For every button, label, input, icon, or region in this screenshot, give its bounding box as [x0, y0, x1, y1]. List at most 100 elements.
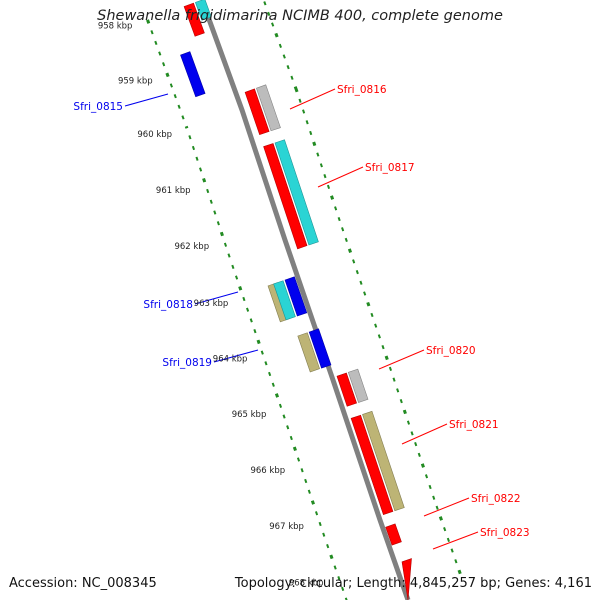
- tick-mark: [307, 489, 311, 494]
- leader-line: [194, 291, 239, 305]
- tick-mark: [150, 30, 154, 35]
- gene-label[interactable]: Sfri_0817: [317, 162, 415, 188]
- gene-block-sfri-0820-pair[interactable]: [347, 368, 369, 403]
- gene-label[interactable]: Sfri_0819: [162, 349, 259, 369]
- accession-text: Accession: NC_008345: [9, 576, 157, 591]
- gene-label-text: Sfri_0820: [426, 345, 476, 357]
- tick-mark: [424, 474, 429, 479]
- tick-mark: [337, 216, 341, 222]
- tick-mark: [330, 195, 335, 200]
- leader-line: [213, 349, 259, 363]
- tick-mark: [267, 11, 271, 17]
- gene-block-sfri-0820[interactable]: [336, 372, 357, 407]
- tick-mark: [260, 350, 264, 355]
- tick-mark: [374, 323, 378, 328]
- tick-mark: [290, 75, 294, 80]
- tick-mark: [363, 291, 367, 296]
- gene-block-sfri-0819-olive[interactable]: [297, 332, 320, 373]
- kbp-label: 965 kbp: [232, 410, 267, 420]
- leader-line: [432, 531, 479, 550]
- gene-block-sfri-0815-partial[interactable]: [183, 2, 205, 37]
- tick-mark: [355, 269, 359, 275]
- gene-label[interactable]: Sfri_0821: [401, 419, 499, 445]
- tick-mark: [302, 109, 306, 114]
- tick-mark: [278, 43, 282, 48]
- kbp-label: 964 kbp: [213, 355, 248, 365]
- gene-block-sfri-0815[interactable]: [180, 51, 206, 98]
- tick-mark: [274, 32, 279, 38]
- tick-mark: [292, 446, 297, 452]
- gene-label[interactable]: Sfri_0822: [423, 493, 521, 517]
- tick-mark: [223, 242, 228, 247]
- tick-mark: [146, 19, 151, 24]
- gene-label-text: Sfri_0818: [143, 299, 193, 311]
- tick-mark: [278, 403, 283, 408]
- gene-labels: Sfri_0815 Sfri_0818 Sfri_0819 Sfri_0816 Sfri…: [73, 84, 530, 550]
- tick-mark: [209, 199, 213, 204]
- gene-block-sfri-0819[interactable]: [308, 328, 332, 369]
- gene-label[interactable]: Sfri_0815: [73, 93, 169, 113]
- tick-mark: [296, 457, 301, 462]
- tick-mark: [396, 388, 400, 393]
- gene-block-sfri-0818-cyan[interactable]: [273, 280, 296, 321]
- gene-label-text: Sfri_0822: [471, 493, 521, 505]
- gene-block-top-cyan[interactable]: [195, 0, 212, 21]
- tick-mark: [298, 98, 302, 103]
- tick-mark: [402, 409, 407, 415]
- tick-mark: [414, 441, 418, 447]
- tick-mark: [410, 431, 414, 436]
- kbp-scale: 958 kbp 959 kbp 960 kbp 961 kbp 962 kbp 963 k…: [98, 21, 324, 588]
- leader-line: [289, 88, 336, 110]
- genome-backbone: [199, 0, 411, 600]
- tick-mark: [443, 527, 447, 532]
- gene-block-sfri-0816-pair[interactable]: [256, 84, 281, 132]
- tick-mark: [274, 393, 280, 398]
- gene-block-sfri-0816[interactable]: [244, 88, 270, 135]
- tick-mark: [271, 22, 275, 27]
- tick-mark: [366, 301, 371, 307]
- gene-block-sfri-0822[interactable]: [385, 523, 402, 546]
- gene-label[interactable]: Sfri_0818: [143, 291, 239, 311]
- leader-line: [124, 93, 169, 107]
- kbp-label: 959 kbp: [118, 77, 153, 87]
- tick-mark: [158, 51, 162, 56]
- tick-mark: [227, 253, 231, 258]
- tick-mark: [173, 94, 177, 99]
- kbp-label: 968 kbp: [289, 579, 324, 589]
- gene-label[interactable]: Sfri_0820: [378, 345, 476, 370]
- tick-mark: [314, 511, 319, 516]
- tick-mark: [420, 463, 425, 468]
- gene-label[interactable]: Sfri_0816: [289, 84, 387, 110]
- gene-block-sfri-0817[interactable]: [263, 143, 308, 250]
- gene-label-text: Sfri_0823: [480, 527, 530, 539]
- gene-block-sfri-0821-pair[interactable]: [362, 410, 405, 512]
- tick-mark: [359, 280, 363, 285]
- tick-mark: [381, 344, 385, 350]
- tick-mark: [326, 184, 331, 189]
- tick-mark: [219, 231, 224, 237]
- gene-block-sfri-0817-pair[interactable]: [274, 139, 319, 246]
- tick-mark: [457, 569, 462, 575]
- tick-mark: [392, 377, 396, 382]
- tick-mark: [282, 414, 286, 419]
- tick-mark: [341, 227, 345, 232]
- gene-label[interactable]: Sfri_0823: [432, 527, 530, 550]
- gene-block-sfri-0823[interactable]: [401, 558, 412, 600]
- kbp-label: 961 kbp: [156, 186, 191, 196]
- outer-right-tick-ring: [263, 1, 462, 575]
- tick-mark: [289, 435, 293, 441]
- tick-mark: [322, 532, 326, 537]
- tick-mark: [319, 163, 323, 168]
- tick-mark: [388, 366, 393, 372]
- tick-mark: [162, 62, 166, 67]
- gene-block-sfri-0818[interactable]: [284, 276, 308, 317]
- tick-mark: [435, 505, 439, 510]
- gene-block-sfri-0821[interactable]: [350, 414, 394, 515]
- tick-mark: [352, 259, 356, 264]
- tick-mark: [323, 173, 327, 179]
- kbp-label: 966 kbp: [250, 466, 285, 476]
- tick-mark: [253, 329, 257, 334]
- gene-label-text: Sfri_0819: [162, 357, 212, 369]
